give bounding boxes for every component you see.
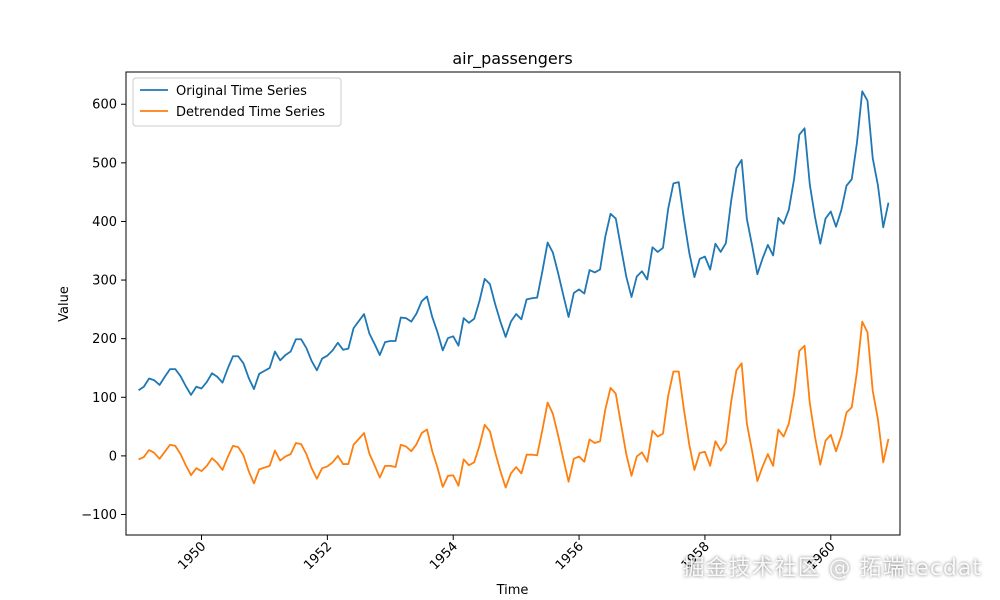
y-tick-label: 0 [109, 449, 117, 464]
y-tick-label: 500 [92, 156, 117, 171]
legend: Original Time Series Detrended Time Seri… [132, 77, 342, 127]
y-tick-label: 300 [92, 274, 117, 289]
watermark: 掘金技术社区 @ 拓端tecdat [682, 556, 982, 581]
y-tick-label: −100 [81, 508, 117, 523]
x-tick-label: 1952 [301, 539, 335, 573]
y-tick-label: 200 [92, 332, 117, 347]
series-line-original [138, 90, 890, 396]
x-axis-label: Time [496, 583, 529, 598]
x-tick-label: 1950 [175, 539, 209, 573]
x-tick-label: 1954 [427, 539, 461, 573]
legend-label-original: Original Time Series [176, 84, 307, 99]
y-tick-label: 100 [92, 391, 117, 406]
plot-frame [125, 71, 901, 536]
chart-title: air_passengers [452, 49, 572, 69]
series-layer [138, 90, 890, 489]
y-tick-label: 600 [92, 98, 117, 113]
legend-box [132, 77, 342, 127]
y-tick-label: 400 [92, 215, 117, 230]
x-tick-label: 1956 [553, 539, 587, 573]
series-line-detrended [138, 320, 890, 489]
legend-label-detrended: Detrended Time Series [176, 105, 325, 120]
y-axis-label: Value [57, 286, 72, 322]
